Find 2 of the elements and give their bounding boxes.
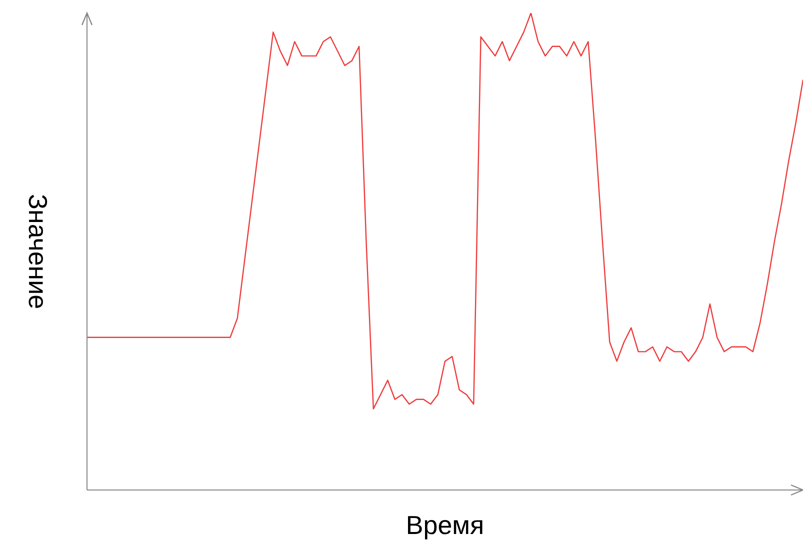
y-axis-title: Значение bbox=[22, 194, 53, 310]
x-axis-title: Время bbox=[406, 510, 484, 540]
